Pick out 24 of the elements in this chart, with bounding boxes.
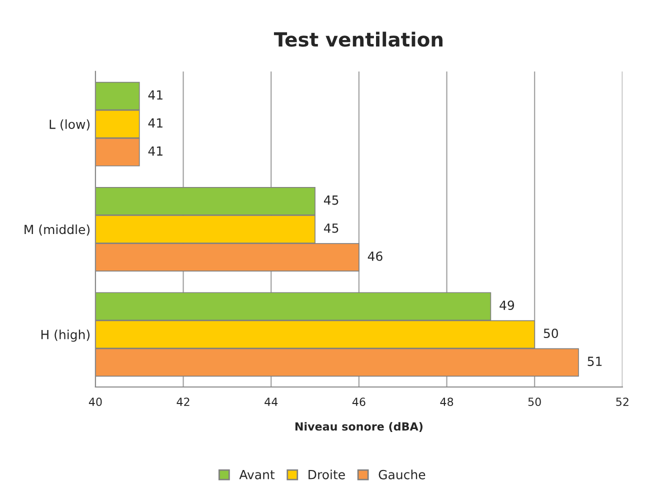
x-tick-label: 50 — [528, 398, 541, 406]
legend-label: Avant — [239, 470, 275, 480]
chart-title: Test ventilation — [274, 32, 442, 47]
x-tick-label: 40 — [88, 398, 102, 406]
y-tick-label: M (middle) — [24, 224, 90, 236]
data-label: 41 — [148, 118, 162, 128]
data-label: 41 — [148, 146, 162, 156]
data-label: 51 — [588, 356, 602, 366]
x-axis-title: Niveau sonore (dBA) — [295, 422, 422, 432]
y-tick-label: L (low) — [50, 119, 90, 130]
x-tick-label: 44 — [264, 398, 278, 406]
x-tick-label: 46 — [352, 398, 366, 406]
data-label: 46 — [368, 251, 382, 261]
legend-label: Gauche — [378, 470, 426, 480]
x-tick-label: 52 — [616, 398, 628, 406]
legend-label: Droite — [308, 470, 345, 480]
data-label: 50 — [544, 328, 558, 338]
data-label: 49 — [500, 300, 514, 310]
data-label: 45 — [324, 196, 338, 205]
x-tick-label: 42 — [176, 398, 190, 406]
y-tick-label: H (high) — [41, 330, 90, 342]
data-label: 45 — [324, 224, 338, 233]
data-label: 41 — [148, 90, 162, 100]
x-tick-label: 48 — [440, 398, 454, 406]
